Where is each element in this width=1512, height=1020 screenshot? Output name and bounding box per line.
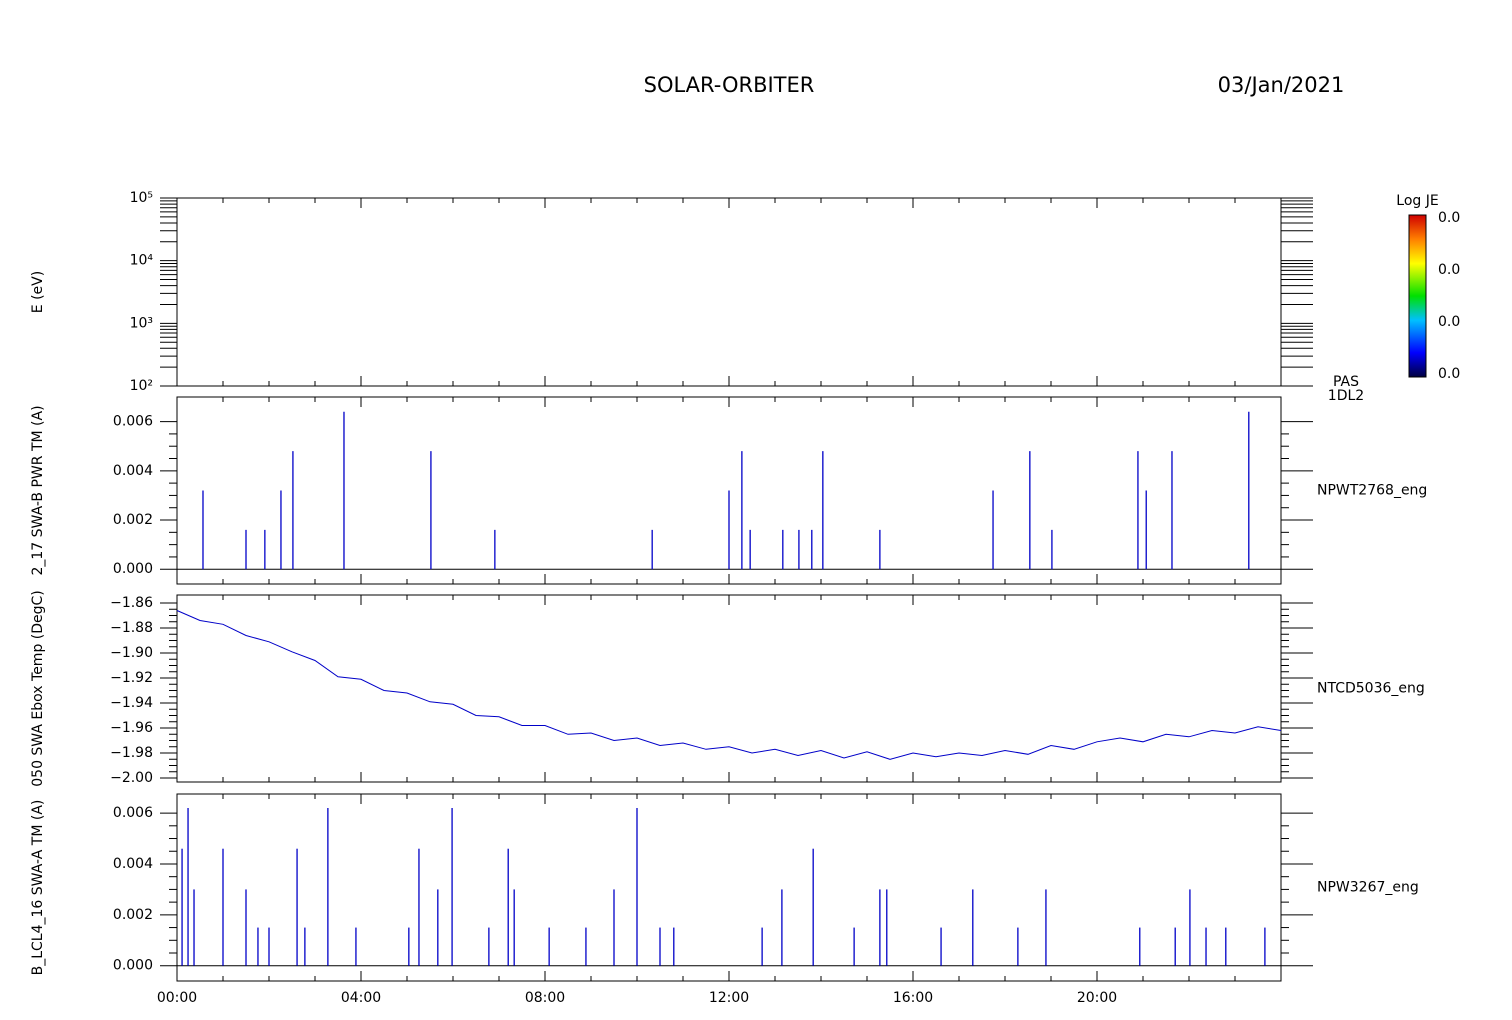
- x-tick-label: 08:00: [525, 990, 565, 1006]
- y-tick-label: 10²: [130, 378, 153, 394]
- annotation: PAS: [1333, 374, 1359, 390]
- series-label: NTCD5036_eng: [1317, 681, 1425, 697]
- panel-frame: [176, 197, 1282, 387]
- colorbar-tick-label: 0.0: [1438, 210, 1460, 226]
- y-tick-label: 0.002: [113, 907, 153, 923]
- y-tick-label: 0.000: [113, 958, 153, 974]
- y-tick-label: 0.000: [113, 561, 153, 577]
- y-tick-label: −2.00: [110, 770, 153, 786]
- y-tick-label: −1.92: [110, 670, 153, 686]
- y-tick-label: −1.86: [110, 595, 153, 611]
- line: [176, 610, 1282, 760]
- y-tick-label: −1.96: [110, 720, 153, 736]
- y-tick-label: −1.90: [110, 645, 153, 661]
- panel-frame: [176, 793, 1282, 982]
- y-tick-label: −1.98: [110, 745, 153, 761]
- series-label: NPW3267_eng: [1317, 880, 1419, 896]
- y-tick-label: 10⁴: [130, 253, 154, 269]
- y-axis-label: B_LCL4_16 SWA-A TM (A): [30, 800, 46, 976]
- y-tick-label: 0.002: [113, 512, 153, 528]
- x-tick-label: 04:00: [341, 990, 381, 1006]
- y-tick-label: 10⁵: [130, 190, 153, 206]
- panel-frame: [176, 594, 1282, 783]
- chart-title: SOLAR-ORBITER: [644, 73, 815, 97]
- y-axis-label: 2_17 SWA-B PWR TM (A): [30, 405, 46, 575]
- x-tick-label: 12:00: [709, 990, 749, 1006]
- x-tick-label: 00:00: [157, 990, 197, 1006]
- y-tick-label: 10³: [130, 315, 153, 331]
- colorbar-tick-label: 0.0: [1438, 262, 1460, 278]
- colorbar-tick-label: 0.0: [1438, 314, 1460, 330]
- y-axis-label: E (eV): [30, 271, 46, 313]
- y-tick-label: −1.94: [110, 695, 153, 711]
- y-tick-label: 0.004: [113, 856, 153, 872]
- y-tick-label: −1.88: [110, 620, 153, 636]
- y-tick-label: 0.006: [113, 414, 153, 430]
- date: 03/Jan/2021: [1218, 73, 1345, 97]
- y-tick-label: 0.004: [113, 463, 153, 479]
- annotation: 1DL2: [1328, 388, 1364, 404]
- x-tick-label: 20:00: [1077, 990, 1117, 1006]
- y-tick-label: 0.006: [113, 805, 153, 821]
- colorbar-label: Log JE: [1396, 193, 1438, 209]
- series-label: NPWT2768_eng: [1317, 483, 1427, 499]
- colorbar-tick-label: 0.0: [1438, 366, 1460, 382]
- colorbar: [1408, 214, 1427, 378]
- y-axis-label: 050 SWA Ebox Temp (DegC): [30, 590, 46, 787]
- x-tick-label: 16:00: [893, 990, 933, 1006]
